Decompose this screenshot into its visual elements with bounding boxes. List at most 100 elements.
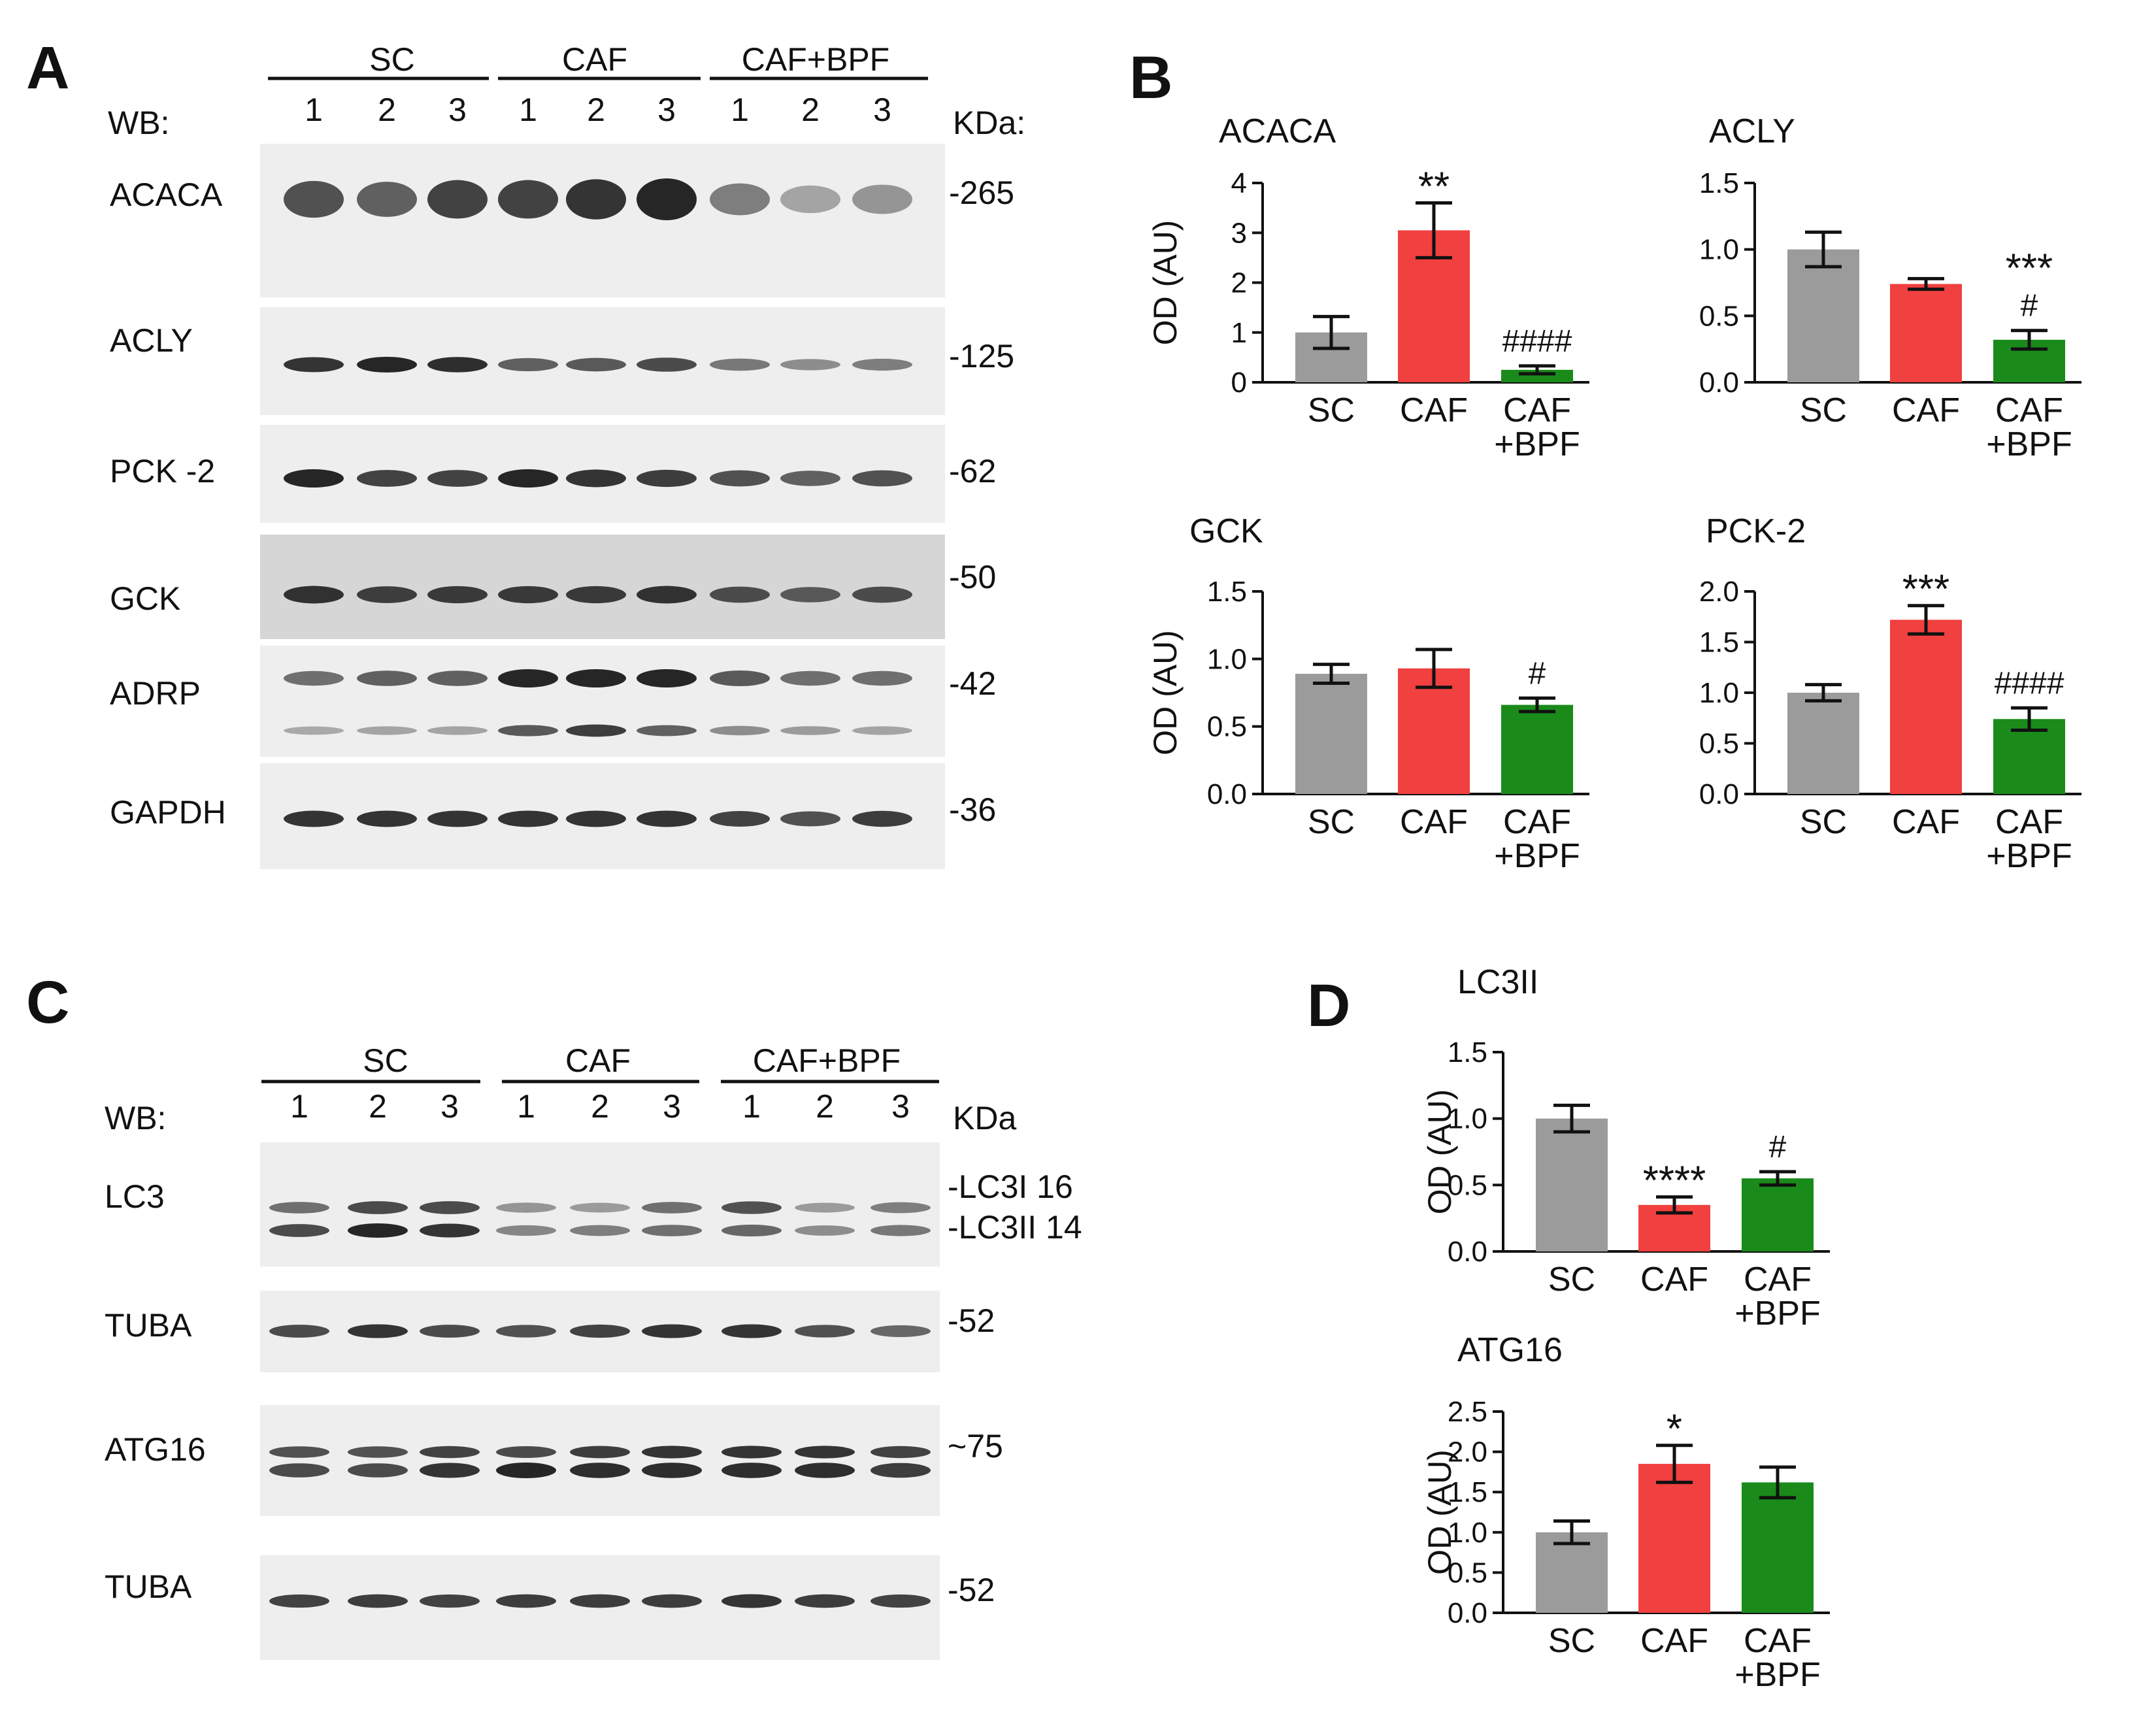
significance-label: #### (1502, 324, 1572, 359)
significance-label: ** (1418, 165, 1450, 210)
blot-band (780, 811, 840, 827)
blot-band (642, 1594, 702, 1608)
category-label: +BPF (1494, 837, 1580, 875)
category-label: +BPF (1986, 837, 2072, 875)
blot-band (566, 724, 626, 737)
panel-letter-a: A (26, 35, 69, 101)
y-tick-label: 2.5 (1448, 1396, 1487, 1428)
significance-label: # (1529, 656, 1546, 691)
category-label: CAF (1892, 391, 1960, 429)
blot-band (721, 1224, 782, 1237)
group-label-caf-c: CAF (565, 1042, 631, 1079)
blot-band (427, 357, 488, 372)
panel-letter-d: D (1307, 972, 1350, 1039)
y-axis-label: OD (AU) (1147, 220, 1184, 346)
bar (1295, 674, 1367, 794)
panel-letter-b: B (1129, 44, 1172, 111)
blot-band (871, 1225, 931, 1236)
category-label: SC (1308, 391, 1355, 429)
blot-band (780, 670, 840, 686)
y-tick-label: 1.0 (1699, 234, 1739, 266)
blot-band (721, 1594, 782, 1608)
blot-band (269, 1463, 329, 1478)
chart-title: GCK (1189, 512, 1263, 550)
protein-label: ACLY (110, 322, 193, 359)
y-tick-label: 1.5 (1448, 1476, 1487, 1508)
y-tick-label: 0.5 (1448, 1169, 1487, 1201)
blot-band (427, 810, 488, 827)
significance-label: # (2021, 289, 2038, 323)
y-tick-label: 2 (1231, 267, 1247, 299)
blot-band (566, 586, 626, 604)
significance-label: **** (1643, 1159, 1706, 1204)
y-tick-label: 1.0 (1448, 1103, 1487, 1135)
mw-label: -265 (949, 174, 1014, 211)
blot-band (284, 586, 344, 604)
protein-label: ADRP (110, 675, 201, 712)
blot-strip (260, 1405, 940, 1516)
blot-band (357, 182, 417, 217)
chart-title: ACLY (1709, 112, 1795, 150)
y-axis-label: OD (AU) (1421, 1449, 1458, 1575)
blot-band (780, 726, 840, 735)
category-label: CAF (1503, 803, 1571, 841)
group-label-caf: CAF (562, 41, 627, 78)
blot-band (496, 1325, 556, 1338)
blot-band (852, 586, 912, 603)
blot-band (498, 725, 558, 736)
blot-band (498, 180, 558, 219)
blot-band (795, 1446, 855, 1459)
group-label-cafbpf: CAF+BPF (742, 41, 889, 78)
chart-title: PCK-2 (1706, 512, 1806, 550)
blot-band (357, 810, 417, 827)
lane-number: 1 (517, 1088, 535, 1125)
blot-band (348, 1223, 408, 1238)
y-tick-label: 0.0 (1699, 367, 1739, 399)
bar (1501, 704, 1573, 794)
blot-band (642, 1324, 702, 1338)
mw-label: -50 (949, 559, 996, 595)
blot-band (496, 1202, 556, 1213)
lane-numbers: 1 2 3 1 2 3 1 2 3 (305, 91, 891, 128)
blot-band (348, 1201, 408, 1214)
category-label: CAF (1744, 1622, 1812, 1660)
blot-band (642, 1225, 702, 1236)
bar (1638, 1464, 1710, 1613)
blot-band (348, 1446, 408, 1458)
bar (1398, 668, 1470, 794)
blot-band (570, 1446, 630, 1459)
blot-band (269, 1594, 329, 1608)
protein-label: GCK (110, 580, 180, 617)
blot-band (498, 669, 558, 687)
blot-band (284, 180, 344, 218)
y-tick-label: 0.5 (1699, 300, 1739, 332)
mw-label-2: -LC3II 14 (948, 1209, 1082, 1246)
bar-chart-pck-2: PCK-20.00.51.01.52.0SC***CAF####CAF+BPF (1699, 512, 2081, 875)
y-tick-label: 0.5 (1699, 728, 1739, 760)
mw-label: -125 (949, 338, 1014, 374)
protein-label: GAPDH (110, 794, 226, 831)
blot-band (795, 1463, 855, 1478)
group-label-sc: SC (369, 41, 414, 78)
category-label: CAF (1892, 803, 1960, 841)
y-tick-label: 1.0 (1448, 1517, 1487, 1549)
blot-band (420, 1594, 480, 1608)
bar (1742, 1178, 1814, 1251)
blot-band (795, 1325, 855, 1338)
mw-label: -62 (949, 453, 996, 489)
y-tick-label: 1.5 (1448, 1036, 1487, 1068)
blot-band (284, 469, 344, 488)
y-tick-label: 4 (1231, 167, 1247, 199)
blot-band (570, 1463, 630, 1478)
blot-band (284, 357, 344, 372)
category-label: +BPF (1986, 425, 2072, 463)
category-label: +BPF (1494, 425, 1580, 463)
blot-band (496, 1225, 556, 1236)
blot-band (852, 358, 912, 371)
blot-band (357, 726, 417, 735)
blot-band (269, 1202, 329, 1214)
lane-number: 2 (801, 91, 820, 128)
